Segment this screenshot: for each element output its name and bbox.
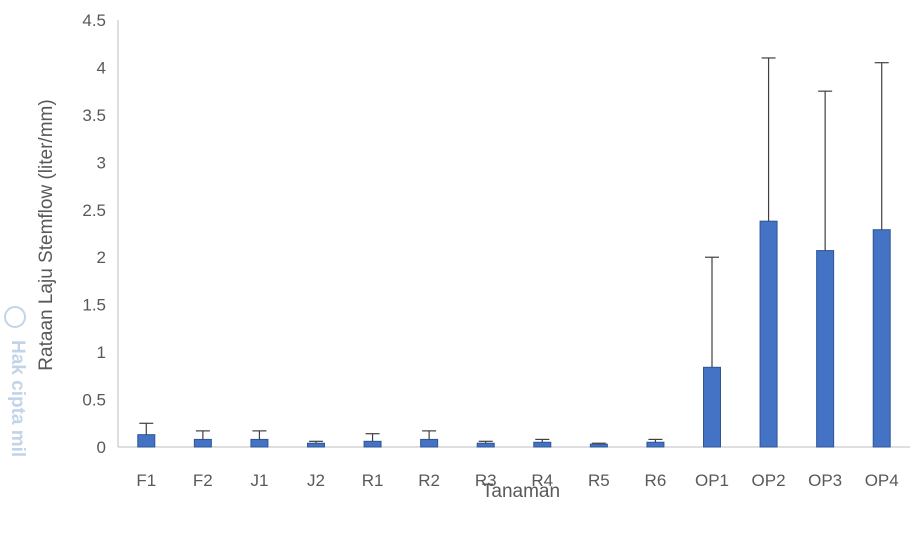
y-tick-label: 1 bbox=[97, 343, 106, 362]
bar bbox=[646, 441, 665, 448]
y-tick-label: 1.5 bbox=[82, 296, 106, 315]
bar bbox=[250, 438, 269, 448]
x-tick-label: OP2 bbox=[752, 471, 786, 490]
y-axis-ticks: 0 0.5 1 1.5 2 2.5 3 3.5 4 4.5 bbox=[82, 11, 106, 457]
bar bbox=[759, 220, 778, 448]
bar bbox=[307, 442, 325, 448]
bar bbox=[363, 440, 382, 448]
bar bbox=[137, 434, 156, 448]
bars-group bbox=[137, 220, 891, 448]
x-tick-label: J1 bbox=[250, 471, 268, 490]
y-tick-label: 0 bbox=[97, 438, 106, 457]
bar bbox=[420, 438, 439, 448]
x-tick-label: OP3 bbox=[808, 471, 842, 490]
y-tick-label: 2 bbox=[97, 248, 106, 267]
y-tick-label: 3 bbox=[97, 153, 106, 172]
x-tick-label: OP4 bbox=[865, 471, 899, 490]
y-tick-label: 3.5 bbox=[82, 106, 106, 125]
x-tick-label: F2 bbox=[193, 471, 213, 490]
bar bbox=[816, 250, 835, 448]
x-tick-label: R1 bbox=[362, 471, 384, 490]
x-tick-label: R2 bbox=[418, 471, 440, 490]
bar bbox=[589, 443, 608, 448]
x-tick-label: R3 bbox=[475, 471, 497, 490]
x-tick-label: R6 bbox=[645, 471, 667, 490]
x-tick-label: OP1 bbox=[695, 471, 729, 490]
y-axis-title: Rataan Laju Stemflow (liter/mm) bbox=[36, 99, 57, 370]
y-tick-label: 2.5 bbox=[82, 201, 106, 220]
y-tick-label: 4.5 bbox=[82, 11, 106, 30]
bar bbox=[533, 441, 552, 448]
x-tick-label: J2 bbox=[307, 471, 325, 490]
x-axis-title: Tanaman bbox=[482, 481, 560, 502]
y-tick-label: 0.5 bbox=[82, 391, 106, 410]
x-tick-label: F1 bbox=[136, 471, 156, 490]
bar bbox=[872, 229, 891, 448]
x-axis-ticks: F1 F2 J1 J2 R1 R2 R3 R4 R5 R6 OP1 OP2 OP3 OP4 bbox=[136, 471, 898, 490]
x-tick-label: R4 bbox=[531, 471, 553, 490]
bar bbox=[703, 366, 721, 448]
x-tick-label: R5 bbox=[588, 471, 610, 490]
bar bbox=[193, 438, 212, 448]
bar bbox=[476, 442, 495, 448]
error-bars-group bbox=[139, 57, 889, 445]
y-tick-label: 4 bbox=[97, 58, 106, 77]
